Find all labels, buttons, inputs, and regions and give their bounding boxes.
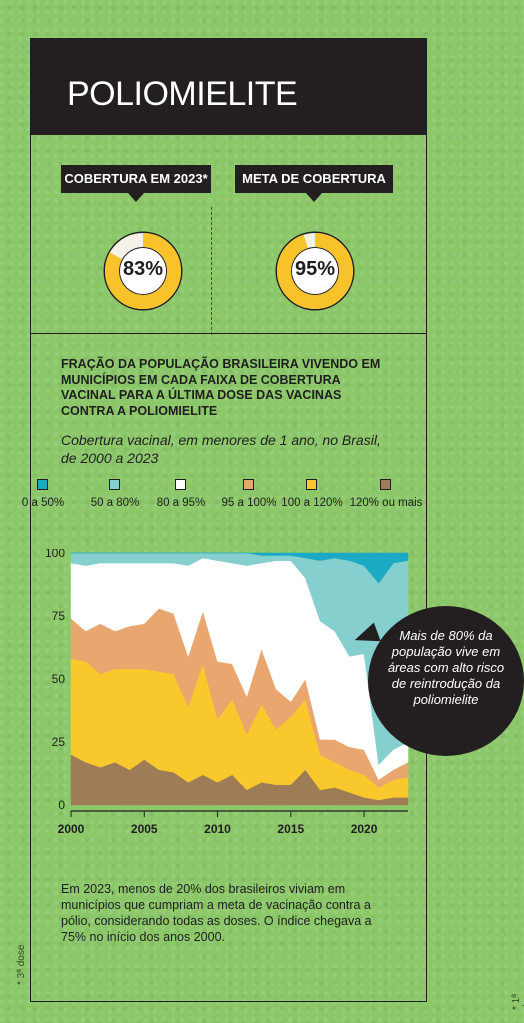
x-tick-label: 2010 bbox=[204, 822, 231, 836]
coverage-donut-fill bbox=[105, 233, 181, 309]
y-tick-label: 50 bbox=[52, 672, 66, 686]
coverage-donut-center bbox=[120, 248, 166, 294]
y-tick-label: 0 bbox=[58, 798, 65, 812]
area-series bbox=[71, 552, 409, 584]
target-value: 95% bbox=[294, 258, 336, 280]
annotation-text: Mais de 80% da população vive em áreas c… bbox=[387, 628, 505, 707]
y-tick-label: 25 bbox=[52, 735, 66, 749]
legend-label: 95 a 100% bbox=[221, 497, 277, 509]
legend-swatch bbox=[175, 479, 186, 490]
legend-swatch bbox=[243, 479, 254, 490]
coverage-label: COBERTURA EM 2023* bbox=[61, 165, 211, 202]
legend-label: 100 a 120% bbox=[281, 497, 343, 509]
legend-swatch bbox=[380, 479, 391, 490]
chart-subtitle: Cobertura vacinal, em menores de 1 ano, … bbox=[61, 432, 381, 466]
area-chart: 0 25 50 75 100 2000 2005 2010 2015 2020 bbox=[45, 549, 409, 836]
legend-label: 80 a 95% bbox=[156, 497, 206, 509]
page-title: POLIOMIELITE bbox=[67, 75, 298, 113]
legend-swatch bbox=[109, 479, 120, 490]
coverage-value: 83% bbox=[122, 258, 164, 280]
footnote-left: * 3ª dose bbox=[16, 944, 27, 985]
legend-swatch bbox=[306, 479, 317, 490]
legend-swatch bbox=[37, 479, 48, 490]
divider-vertical bbox=[211, 207, 212, 335]
footer-note: Em 2023, menos de 20% dos brasileiros vi… bbox=[61, 882, 372, 944]
annotation-bubble: Mais de 80% da população vive em áreas c… bbox=[351, 606, 524, 756]
coverage-donut bbox=[103, 231, 183, 311]
legend-label: 50 a 80% bbox=[90, 497, 140, 509]
divider-horizontal bbox=[31, 333, 426, 334]
legend-label: 120% ou mais bbox=[349, 497, 423, 509]
footnote-right: * 1ª dose bbox=[511, 988, 524, 1010]
target-label: META DE COBERTURA bbox=[235, 165, 393, 202]
x-tick-label: 2015 bbox=[277, 822, 304, 836]
chart-title: FRAÇÃO DA POPULAÇÃO BRASILEIRA VIVENDO E… bbox=[61, 357, 381, 418]
infographic-panel: POLIOMIELITE COBERTURA EM 2023* META DE … bbox=[22, 38, 427, 1002]
legend-label: 0 a 50% bbox=[21, 497, 65, 509]
x-tick-label: 2000 bbox=[58, 822, 85, 836]
coverage-label-text: COBERTURA EM 2023* bbox=[64, 171, 208, 186]
target-label-text: META DE COBERTURA bbox=[242, 171, 386, 186]
target-donut-center bbox=[292, 248, 338, 294]
title-bar: POLIOMIELITE bbox=[31, 39, 426, 135]
x-tick-label: 2005 bbox=[131, 822, 158, 836]
y-tick-label: 100 bbox=[45, 549, 65, 560]
target-donut-fill bbox=[277, 233, 353, 309]
y-tick-label: 75 bbox=[52, 609, 66, 623]
target-donut bbox=[275, 231, 355, 311]
x-tick-label: 2020 bbox=[351, 822, 378, 836]
